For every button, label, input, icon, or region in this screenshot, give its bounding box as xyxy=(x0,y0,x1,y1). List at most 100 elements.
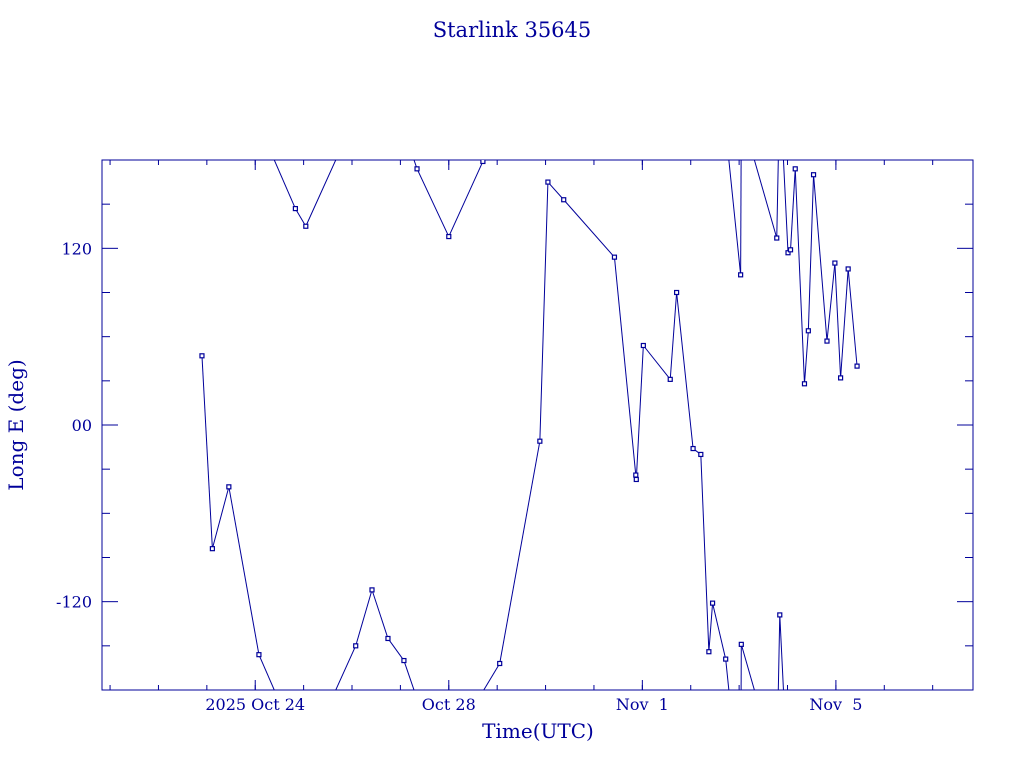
data-point xyxy=(353,643,359,649)
series-segment xyxy=(782,160,789,253)
y-tick-label: 00 xyxy=(72,416,92,435)
series-segment xyxy=(499,441,541,664)
series-segment xyxy=(539,182,549,442)
data-point xyxy=(611,254,618,260)
series-layer xyxy=(199,160,860,690)
series-segment xyxy=(413,160,418,169)
chart-title: Starlink 35645 xyxy=(433,18,592,42)
data-point xyxy=(709,600,716,606)
series-segment xyxy=(211,486,230,549)
data-point xyxy=(446,233,452,240)
data-point xyxy=(303,223,309,229)
series-segment xyxy=(728,160,742,275)
series-segment xyxy=(753,160,778,239)
series-segment xyxy=(790,168,796,250)
data-point xyxy=(667,376,673,382)
series-segment xyxy=(777,614,781,690)
data-point xyxy=(845,266,851,272)
series-segment xyxy=(776,160,779,239)
data-point xyxy=(226,484,232,490)
series-segment xyxy=(482,160,485,162)
data-point xyxy=(810,172,817,178)
data-point xyxy=(561,197,567,203)
series-segment xyxy=(642,345,671,380)
x-tick-label: Oct 28 xyxy=(422,695,476,714)
data-point xyxy=(792,166,798,172)
data-point xyxy=(824,338,830,344)
data-point xyxy=(838,375,844,381)
data-point xyxy=(787,247,794,253)
data-point xyxy=(633,472,639,478)
data-point xyxy=(497,660,503,667)
series-segment xyxy=(613,257,637,476)
series-segment xyxy=(794,168,805,384)
x-tick-label: 2025 Oct 24 xyxy=(205,695,305,714)
x-axis-ticks: 2025 Oct 24 Oct 28 Nov 1 Nov 5 xyxy=(205,160,862,714)
x-tick-label: Nov 5 xyxy=(809,695,862,714)
series-segment xyxy=(834,263,842,378)
data-point xyxy=(738,272,744,278)
series-segment xyxy=(725,659,730,690)
series-segment xyxy=(305,160,337,227)
series-segment xyxy=(483,663,501,690)
series-segment xyxy=(416,168,450,237)
data-point xyxy=(537,438,543,444)
series-segment xyxy=(740,644,755,690)
data-point xyxy=(832,260,838,266)
data-point xyxy=(854,363,860,369)
series-segment xyxy=(676,292,694,449)
data-point xyxy=(640,342,646,349)
series-segment xyxy=(847,268,858,367)
series-segment xyxy=(840,268,849,378)
data-point xyxy=(633,476,639,483)
series-segment xyxy=(228,486,260,655)
data-point xyxy=(480,160,486,165)
x-tick-label: Nov 1 xyxy=(616,695,669,714)
y-axis-label: Long E (deg) xyxy=(4,359,28,490)
data-point xyxy=(738,641,744,647)
series-segment xyxy=(201,355,213,549)
data-point xyxy=(774,235,780,241)
data-point xyxy=(385,635,391,642)
series-segment xyxy=(387,638,405,661)
series-segment xyxy=(635,345,644,480)
series-segment xyxy=(448,161,484,237)
series-segment xyxy=(803,330,809,384)
data-point xyxy=(706,649,712,655)
data-point xyxy=(199,353,205,359)
data-point xyxy=(414,166,420,172)
series-segment xyxy=(807,174,815,331)
data-point xyxy=(723,656,729,662)
series-segment xyxy=(258,654,275,690)
series-segment xyxy=(273,160,296,209)
series-segment xyxy=(700,454,710,652)
data-point xyxy=(801,381,808,387)
series-segment xyxy=(335,645,357,690)
series-segment xyxy=(708,603,714,652)
series-segment xyxy=(826,263,836,342)
data-point xyxy=(369,587,375,593)
x-axis-label: Time(UTC) xyxy=(482,719,594,743)
data-point xyxy=(545,179,551,185)
y-tick-label: -120 xyxy=(56,593,92,612)
data-point xyxy=(777,612,783,618)
series-segment xyxy=(355,589,373,646)
series-segment xyxy=(371,589,389,639)
y-axis-ticks: -120 00 120 xyxy=(56,239,973,612)
series-segment xyxy=(779,614,784,690)
series-segment xyxy=(294,208,307,227)
data-point xyxy=(292,205,298,212)
series-segment xyxy=(813,174,828,342)
data-point xyxy=(690,445,696,452)
series-segment xyxy=(547,181,565,201)
data-point xyxy=(698,451,704,458)
series-segment xyxy=(740,644,742,690)
series-segment xyxy=(403,660,415,690)
minor-ticks xyxy=(102,160,973,690)
data-point xyxy=(674,289,680,296)
y-tick-label: 120 xyxy=(61,239,92,258)
series-segment xyxy=(563,199,615,258)
data-point xyxy=(401,657,407,664)
series-segment xyxy=(712,603,727,660)
